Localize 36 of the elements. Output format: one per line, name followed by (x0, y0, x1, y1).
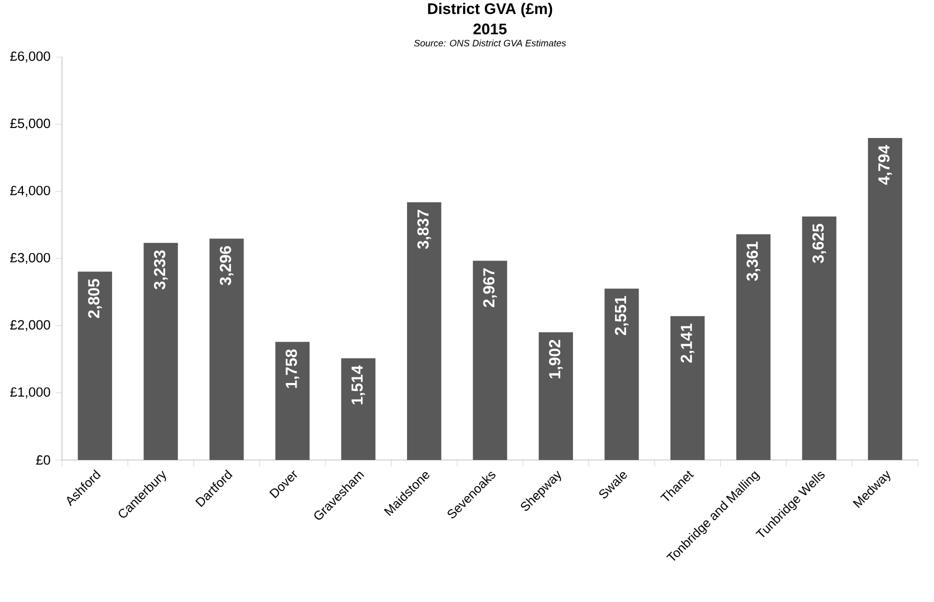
data-label: 3,233 (154, 250, 168, 290)
bar (341, 358, 376, 460)
data-label: 1,514 (352, 365, 366, 404)
y-tick-label: £4,000 (10, 186, 50, 197)
bar (144, 242, 178, 460)
data-label: 3,837 (417, 210, 431, 249)
data-label: 1,758 (286, 349, 300, 388)
bar (538, 332, 573, 460)
chart-title: District GVA (£m) (428, 2, 552, 18)
data-label: 3,296 (220, 246, 234, 286)
bar (275, 342, 310, 460)
y-tick-label: £2,000 (10, 320, 50, 332)
source-note: Source: ONS District GVA Estimates (414, 40, 566, 46)
data-label: 3,361 (746, 242, 760, 281)
bar (736, 234, 771, 460)
data-label: 2,805 (88, 278, 102, 318)
bar (604, 288, 639, 460)
data-label: 3,625 (812, 224, 826, 264)
data-label: 2,967 (483, 268, 497, 308)
bar (78, 272, 112, 460)
bar (472, 260, 508, 460)
data-label: 1,902 (549, 340, 563, 378)
chart-subtitle: 2015 (473, 24, 507, 34)
y-tick-label: £0 (36, 455, 50, 465)
data-label: 4,794 (878, 145, 892, 185)
y-tick-label: £6,000 (10, 51, 50, 63)
data-label: 2,141 (680, 324, 694, 363)
bar (868, 138, 902, 460)
data-label: 2,551 (614, 296, 629, 336)
bar (407, 202, 442, 460)
y-tick-label: £1,000 (10, 387, 50, 398)
y-tick-label: £3,000 (10, 252, 50, 264)
y-tick-label: £5,000 (10, 118, 50, 130)
bar (802, 216, 836, 460)
bar (210, 238, 244, 460)
bar (670, 316, 705, 460)
